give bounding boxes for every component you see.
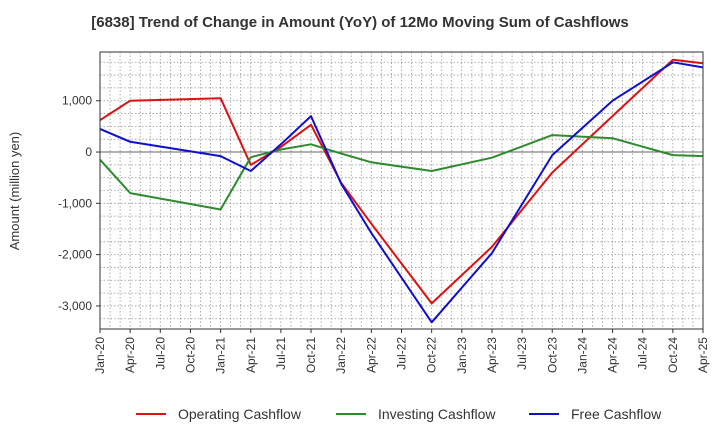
y-tick-label: 0	[85, 145, 92, 159]
series-line-investing-cashflow	[99, 134, 704, 211]
x-tick-layer: Jan-20 Apr-20 Jul-20 Oct-20 Jan-21 Apr-21 Jul-…	[93, 329, 710, 374]
x-tick-label: Jul-21	[274, 337, 288, 370]
x-tick-label: Apr-22	[364, 337, 378, 373]
legend-label: Operating Cashflow	[178, 406, 302, 422]
y-tick-label: 1,000	[62, 94, 92, 108]
x-tick-label: Oct-22	[425, 337, 439, 373]
x-tick-label: Apr-20	[123, 337, 137, 373]
x-tick-label: Apr-24	[606, 337, 620, 373]
x-tick-label: Apr-23	[485, 337, 499, 373]
x-tick-label: Oct-21	[304, 337, 318, 373]
grid-layer	[100, 52, 703, 329]
x-tick-label: Jan-23	[455, 337, 469, 374]
legend-label: Investing Cashflow	[378, 406, 496, 422]
x-tick-label: Apr-21	[244, 337, 258, 373]
x-tick-label: Jul-20	[153, 337, 167, 370]
x-tick-label: Jul-23	[515, 337, 529, 370]
y-tick-label: -3,000	[58, 299, 92, 313]
series-line-operating-cashflow	[99, 58, 704, 305]
y-tick-label: -1,000	[58, 196, 92, 210]
x-tick-label: Oct-20	[183, 337, 197, 373]
y-axis-title: Amount (million yen)	[7, 132, 22, 251]
series-line-free-cashflow	[99, 61, 704, 324]
x-tick-label: Jan-22	[334, 337, 348, 374]
x-tick-label: Oct-24	[666, 337, 680, 373]
x-tick-label: Jan-21	[214, 337, 228, 374]
x-tick-label: Jul-24	[636, 337, 650, 370]
x-tick-label: Oct-23	[545, 337, 559, 373]
legend-label: Free Cashflow	[571, 406, 662, 422]
x-tick-label: Jan-24	[575, 337, 589, 374]
x-tick-label: Jul-22	[395, 337, 409, 370]
x-tick-label: Apr-25	[696, 337, 710, 373]
legend: Operating Cashflow Investing Cashflow Free…	[136, 406, 662, 422]
y-tick-layer: 1,000 0 -1,000 -2,000 -3,000	[58, 94, 100, 313]
series-layer	[99, 58, 704, 324]
chart-title: [6838] Trend of Change in Amount (YoY) o…	[91, 14, 629, 31]
y-tick-label: -2,000	[58, 248, 92, 262]
x-tick-label: Jan-20	[93, 337, 107, 374]
